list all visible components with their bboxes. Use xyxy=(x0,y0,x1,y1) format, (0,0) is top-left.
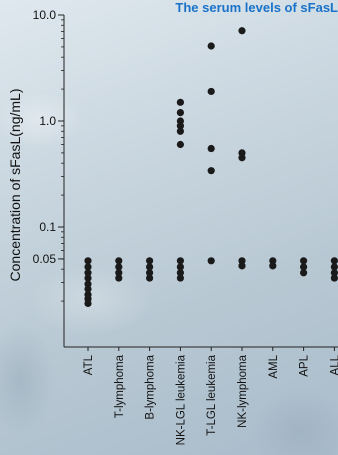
data-point xyxy=(176,122,184,130)
data-point xyxy=(176,263,184,271)
data-point xyxy=(207,42,215,50)
data-point xyxy=(115,263,123,271)
data-point xyxy=(176,140,184,149)
data-point xyxy=(146,269,154,277)
x-category-label: AML xyxy=(268,354,280,378)
data-point xyxy=(176,98,184,106)
x-category-label: APL xyxy=(299,354,311,376)
data-point xyxy=(115,274,123,282)
data-point xyxy=(330,274,338,282)
data-point xyxy=(176,127,184,135)
x-category-label: T-lymphoma xyxy=(114,354,126,418)
y-tick-label: 0.1 xyxy=(39,220,56,234)
data-point xyxy=(176,274,184,282)
data-point xyxy=(84,280,92,288)
data-point xyxy=(146,274,154,282)
data-point xyxy=(269,262,277,270)
data-point xyxy=(176,269,184,277)
data-point xyxy=(269,257,277,265)
data-point xyxy=(330,269,338,277)
x-ticks: ATL T-lymphoma B-lymphoma NK-LGL leukemia T-… xyxy=(83,347,338,445)
data-point xyxy=(146,263,154,271)
data-point xyxy=(207,144,215,153)
data-point xyxy=(330,263,338,271)
data-point xyxy=(238,262,246,270)
x-category-label: ALL xyxy=(329,354,338,375)
y-tick-label: 0.05 xyxy=(33,252,57,266)
data-point xyxy=(84,257,92,265)
x-category-label: NK-LGL leukemia xyxy=(175,354,187,445)
x-category-label: NK-lymphoma xyxy=(237,354,249,427)
data-point xyxy=(300,269,308,277)
data-point xyxy=(238,27,246,35)
data-point xyxy=(207,87,215,96)
data-points xyxy=(84,27,338,308)
data-point xyxy=(176,109,184,117)
data-point xyxy=(238,257,246,265)
data-point xyxy=(238,154,246,162)
data-point xyxy=(330,257,338,265)
data-point xyxy=(84,269,92,277)
data-point xyxy=(115,257,123,265)
x-category-label: B-lymphoma xyxy=(145,354,157,419)
data-point xyxy=(176,257,184,265)
data-point xyxy=(84,299,92,308)
y-minor-ticks xyxy=(61,19,64,302)
chart-title: The serum levels of sFasL xyxy=(175,0,338,15)
data-point xyxy=(300,263,308,271)
data-point xyxy=(84,274,92,282)
data-point xyxy=(84,263,92,271)
x-category-label: T-LGL leukemia xyxy=(206,354,218,435)
data-point xyxy=(207,167,215,175)
x-category-label: ATL xyxy=(83,354,95,375)
y-axis-label: Concentration of sFasL(ng/mL) xyxy=(7,89,23,282)
data-point xyxy=(84,285,92,293)
data-point xyxy=(115,269,123,277)
y-tick-label: 10.0 xyxy=(33,8,57,22)
y-tick-label: 1.0 xyxy=(39,114,56,128)
data-point xyxy=(207,257,215,265)
data-point xyxy=(146,257,154,265)
y-ticks: 10.0 1.0 0.1 0.05 xyxy=(33,8,64,266)
data-point xyxy=(300,257,308,265)
